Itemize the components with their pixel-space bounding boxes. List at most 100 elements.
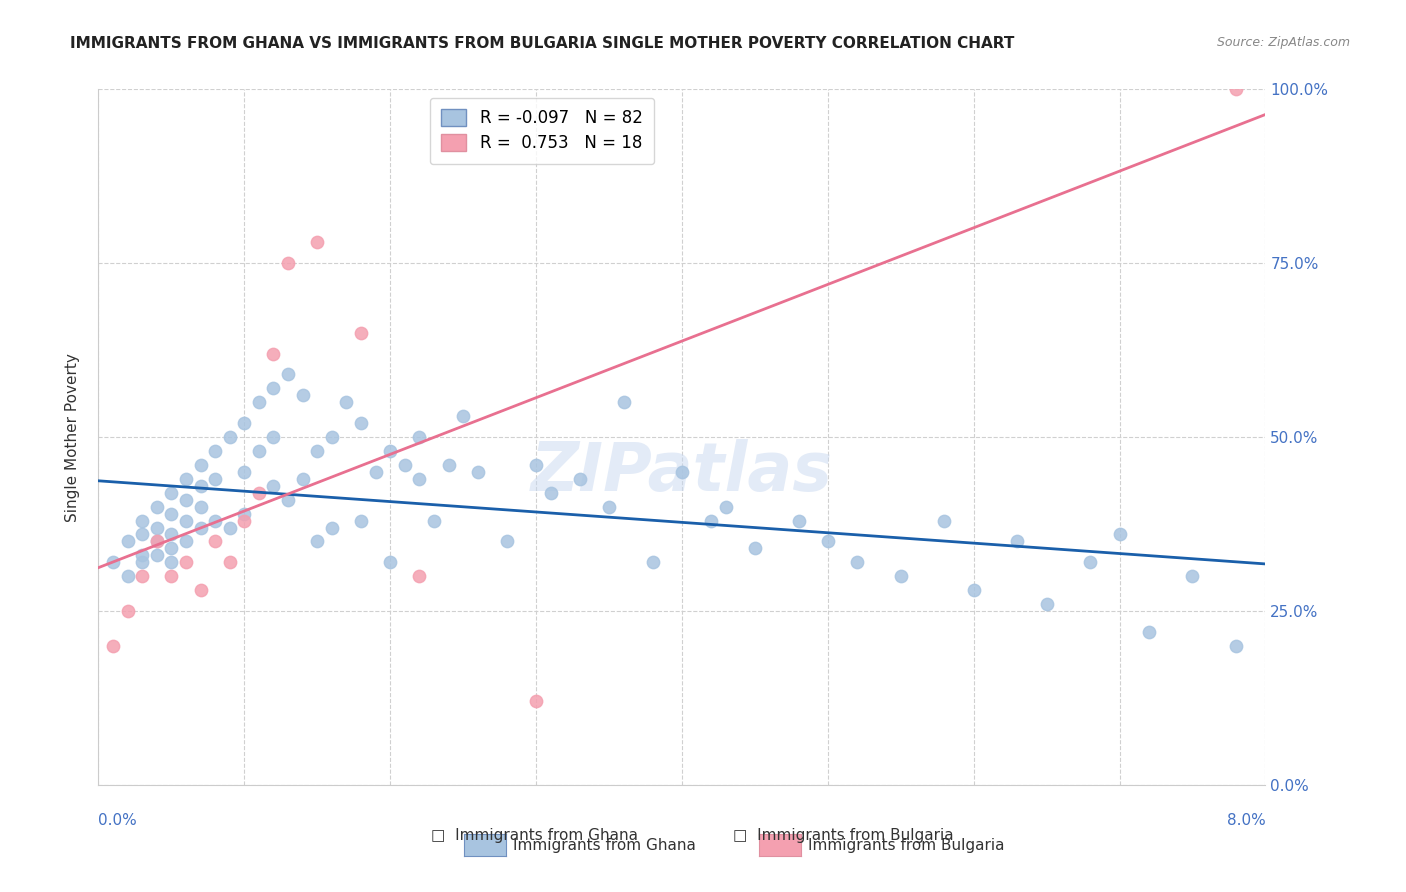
- Point: [641, 555, 664, 569]
- Point: [598, 500, 620, 514]
- Point: [218, 520, 240, 534]
- Point: [321, 430, 343, 444]
- Text: Source: ZipAtlas.com: Source: ZipAtlas.com: [1216, 36, 1350, 49]
- Point: [117, 569, 139, 583]
- Point: [846, 555, 869, 569]
- Point: [408, 569, 430, 583]
- Point: [233, 514, 256, 528]
- Point: [131, 527, 153, 541]
- Point: [160, 507, 183, 521]
- Point: [204, 444, 226, 458]
- Point: [174, 472, 197, 486]
- Point: [394, 458, 416, 472]
- Point: [190, 520, 212, 534]
- Point: [160, 527, 183, 541]
- Text: 8.0%: 8.0%: [1226, 814, 1265, 828]
- Text: Immigrants from Ghana: Immigrants from Ghana: [513, 838, 696, 853]
- Point: [408, 430, 430, 444]
- Point: [218, 430, 240, 444]
- Point: [146, 549, 169, 563]
- Point: [204, 472, 226, 486]
- Point: [190, 500, 212, 514]
- Point: [277, 492, 299, 507]
- Point: [423, 514, 446, 528]
- Point: [378, 555, 402, 569]
- Point: [131, 514, 153, 528]
- Point: [307, 235, 329, 250]
- Point: [890, 569, 912, 583]
- Point: [174, 492, 197, 507]
- Point: [568, 472, 591, 486]
- Point: [233, 465, 256, 479]
- Point: [307, 534, 329, 549]
- Point: [291, 388, 314, 402]
- Point: [437, 458, 460, 472]
- Point: [496, 534, 519, 549]
- Point: [1080, 555, 1102, 569]
- Point: [160, 569, 183, 583]
- Point: [160, 541, 183, 556]
- Point: [307, 444, 329, 458]
- Point: [146, 520, 169, 534]
- Point: [350, 416, 373, 430]
- Point: [277, 368, 299, 382]
- Point: [744, 541, 766, 556]
- Point: [190, 479, 212, 493]
- Point: [934, 514, 956, 528]
- Point: [1007, 534, 1029, 549]
- Point: [131, 569, 153, 583]
- Point: [1181, 569, 1204, 583]
- Point: [174, 514, 197, 528]
- Point: [233, 416, 256, 430]
- Point: [467, 465, 489, 479]
- Point: [101, 639, 124, 653]
- Point: [700, 514, 723, 528]
- Point: [218, 555, 240, 569]
- Point: [277, 256, 299, 270]
- Point: [204, 534, 226, 549]
- Point: [131, 555, 153, 569]
- Point: [160, 485, 183, 500]
- Point: [321, 520, 343, 534]
- Point: [364, 465, 387, 479]
- Point: [190, 458, 212, 472]
- Point: [146, 534, 169, 549]
- Point: [117, 534, 139, 549]
- Point: [117, 604, 139, 618]
- Point: [612, 395, 634, 409]
- Point: [174, 534, 197, 549]
- Point: [1108, 527, 1130, 541]
- Text: ZIPatlas: ZIPatlas: [531, 439, 832, 505]
- Point: [524, 458, 547, 472]
- Point: [101, 555, 124, 569]
- Text: 0.0%: 0.0%: [98, 814, 138, 828]
- Point: [291, 472, 314, 486]
- Point: [190, 583, 212, 598]
- Point: [262, 479, 284, 493]
- Point: [1225, 82, 1247, 96]
- Point: [146, 534, 169, 549]
- Point: [378, 444, 402, 458]
- Point: [204, 514, 226, 528]
- Point: [524, 694, 547, 708]
- Point: [350, 514, 373, 528]
- Point: [540, 485, 562, 500]
- Point: [787, 514, 810, 528]
- Point: [714, 500, 737, 514]
- Point: [146, 500, 169, 514]
- Point: [247, 485, 270, 500]
- Point: [262, 346, 284, 360]
- Point: [350, 326, 373, 340]
- Text: Immigrants from Bulgaria: Immigrants from Bulgaria: [808, 838, 1005, 853]
- Text: □  Immigrants from Bulgaria: □ Immigrants from Bulgaria: [734, 828, 953, 843]
- Point: [247, 444, 270, 458]
- Text: □  Immigrants from Ghana: □ Immigrants from Ghana: [430, 828, 638, 843]
- Point: [671, 465, 693, 479]
- Legend: R = -0.097   N = 82, R =  0.753   N = 18: R = -0.097 N = 82, R = 0.753 N = 18: [430, 97, 654, 164]
- Point: [131, 549, 153, 563]
- Point: [1035, 597, 1057, 611]
- Point: [451, 409, 474, 424]
- Point: [262, 381, 284, 395]
- Point: [1137, 624, 1160, 639]
- Point: [1225, 639, 1247, 653]
